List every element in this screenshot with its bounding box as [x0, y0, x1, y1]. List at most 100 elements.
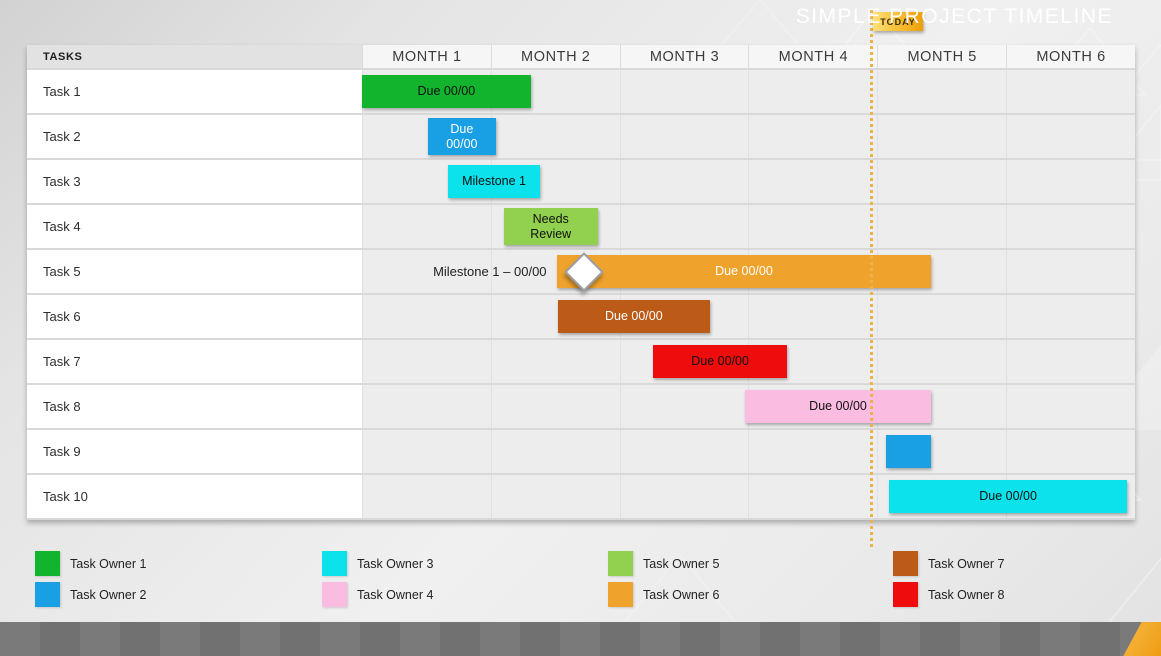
table-row-task-5: Task 5: [27, 250, 1135, 293]
grid-cell-month-4: [748, 430, 878, 473]
legend-item-7: Task Owner 7: [893, 551, 1004, 576]
milestone-note: Milestone 1 – 00/00: [433, 264, 547, 279]
gantt-bar-label: Due 00/00: [979, 489, 1037, 503]
timeline-table: TASKS MONTH 1 MONTH 2 MONTH 3 MONTH 4 MONTH 5…: [27, 45, 1135, 520]
gantt-bar-task-1[interactable]: Due 00/00: [362, 75, 531, 108]
grid-cell-month-3: [619, 430, 749, 473]
month-header-3: MONTH 3: [619, 45, 749, 68]
gantt-bar-task-8[interactable]: Due 00/00: [744, 390, 932, 423]
gantt-bar-task-10[interactable]: Due 00/00: [888, 480, 1128, 513]
grid-cell-month-1: [362, 385, 491, 428]
grid-cell-month-1: [362, 430, 491, 473]
table-row-task-9: Task 9: [27, 430, 1135, 473]
gantt-bar-task-5[interactable]: Due 00/00: [556, 255, 932, 288]
grid-cell-month-6: [1006, 295, 1135, 338]
task-name-label: Task 7: [43, 354, 81, 369]
table-row-task-2: Task 2: [27, 115, 1135, 158]
legend-swatch-3: [322, 551, 347, 576]
grid-cell-month-4: [748, 115, 878, 158]
legend-item-4: Task Owner 4: [322, 582, 433, 607]
grid-cell-month-2: [490, 475, 620, 518]
task-name-label: Task 8: [43, 399, 81, 414]
legend-item-6: Task Owner 6: [608, 582, 719, 607]
grid-cell-month-6: [1006, 385, 1135, 428]
task-name-cell: Task 1: [27, 70, 362, 113]
task-name-label: Task 2: [43, 129, 81, 144]
gantt-bar-task-9[interactable]: [886, 435, 932, 468]
gantt-bar-task-4[interactable]: Needs Review: [503, 208, 598, 245]
legend-swatch-4: [322, 582, 347, 607]
legend-swatch-5: [608, 551, 633, 576]
task-name-cell: Task 2: [27, 115, 362, 158]
gantt-bars-layer: Due 00/00 Due 00/00 Milestone 1 Needs Revie…: [27, 45, 1135, 520]
gantt-bar-label: Due 00/00: [446, 121, 478, 151]
grid-cell-month-1: [362, 295, 491, 338]
legend-item-5: Task Owner 5: [608, 551, 719, 576]
month-header-5: MONTH 5: [877, 45, 1007, 68]
grid-cell-month-3: [619, 205, 749, 248]
grid-cell-month-3: [619, 70, 749, 113]
gantt-bar-task-3[interactable]: Milestone 1: [448, 165, 540, 198]
grid-cell-month-1: [362, 250, 491, 293]
today-badge[interactable]: TODAY: [873, 12, 923, 31]
task-name-label: Task 1: [43, 84, 81, 99]
gantt-bar-label: Due 00/00: [691, 354, 749, 368]
grid-cell-month-3: [619, 160, 749, 203]
legend-label-8: Task Owner 8: [928, 587, 1005, 602]
grid-cell-month-1: [362, 205, 491, 248]
task-name-label: Task 9: [43, 444, 81, 459]
month-header-1: MONTH 1: [362, 45, 491, 68]
grid-cell-month-5: [877, 340, 1007, 383]
grid-cell-month-6: [1006, 250, 1135, 293]
grid-cell-month-6: [1006, 70, 1135, 113]
task-name-cell: Task 9: [27, 430, 362, 473]
grid-cell-month-4: [748, 475, 878, 518]
task-name-cell: Task 6: [27, 295, 362, 338]
grid-cell-month-2: [490, 115, 620, 158]
gantt-bar-label: Due 00/00: [417, 84, 476, 98]
legend-label-6: Task Owner 6: [643, 587, 720, 602]
grid-cell-month-3: [619, 385, 749, 428]
legend-swatch-2: [35, 582, 60, 607]
grid-cell-month-5: [877, 160, 1007, 203]
task-name-cell: Task 4: [27, 205, 362, 248]
legend-label-1: Task Owner 1: [70, 556, 147, 571]
gantt-bar-label: Due 00/00: [715, 264, 773, 278]
grid-cell-month-6: [1006, 430, 1135, 473]
legend-label-3: Task Owner 3: [357, 556, 434, 571]
legend-item-1: Task Owner 1: [35, 551, 146, 576]
task-name-cell: Task 8: [27, 385, 362, 428]
grid-cell-month-3: [619, 475, 749, 518]
grid-cell-month-6: [1006, 160, 1135, 203]
task-name-label: Task 3: [43, 174, 81, 189]
task-name-cell: Task 10: [27, 475, 362, 518]
month-header-6: MONTH 6: [1006, 45, 1135, 68]
footer-bar: [0, 622, 1161, 656]
legend-swatch-8: [893, 582, 918, 607]
task-name-cell: Task 7: [27, 340, 362, 383]
tasks-column-header: TASKS: [27, 45, 362, 68]
gantt-bar-task-7[interactable]: Due 00/00: [653, 345, 788, 378]
task-name-label: Task 10: [43, 489, 88, 504]
grid-cell-month-4: [748, 70, 878, 113]
table-row-task-3: Task 3: [27, 160, 1135, 203]
legend-item-3: Task Owner 3: [322, 551, 433, 576]
gantt-bar-task-6[interactable]: Due 00/00: [557, 300, 710, 333]
legend-swatch-1: [35, 551, 60, 576]
grid-cell-month-6: [1006, 115, 1135, 158]
grid-cell-month-2: [490, 340, 620, 383]
gantt-bar-task-2[interactable]: Due 00/00: [427, 118, 496, 155]
grid-cell-month-5: [877, 70, 1007, 113]
task-name-label: Task 5: [43, 264, 81, 279]
grid-cell-month-1: [362, 340, 491, 383]
legend-label-5: Task Owner 5: [643, 556, 720, 571]
legend-label-2: Task Owner 2: [70, 587, 147, 602]
gantt-bar-label: Due 00/00: [604, 309, 663, 323]
grid-cell-month-5: [877, 295, 1007, 338]
legend-item-2: Task Owner 2: [35, 582, 146, 607]
legend-label-4: Task Owner 4: [357, 587, 434, 602]
slide-title: SIMPLE PROJECT TIMELINE: [795, 5, 1113, 28]
grid-cell-month-6: [1006, 340, 1135, 383]
today-line: [870, 10, 873, 548]
